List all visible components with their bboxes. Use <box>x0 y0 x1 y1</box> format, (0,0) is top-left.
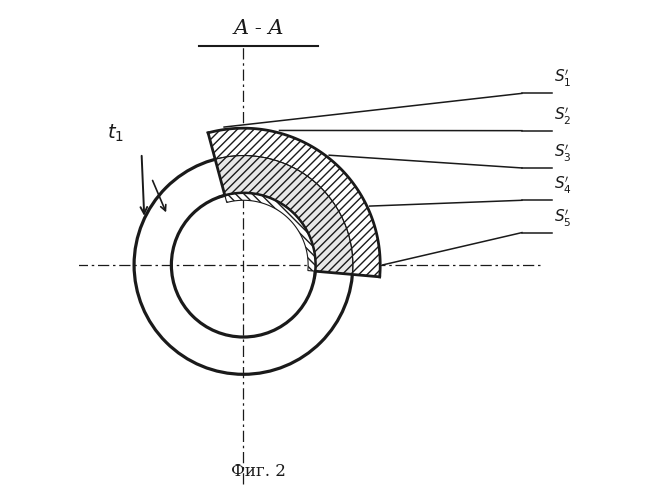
Polygon shape <box>208 128 380 277</box>
Text: Фиг. 2: Фиг. 2 <box>231 462 286 479</box>
Text: $S_4^{\prime}$: $S_4^{\prime}$ <box>554 175 572 197</box>
Polygon shape <box>225 193 316 271</box>
Text: $S_1^{\prime}$: $S_1^{\prime}$ <box>554 68 571 89</box>
Polygon shape <box>215 156 353 274</box>
Text: $S_3^{\prime}$: $S_3^{\prime}$ <box>554 143 572 164</box>
Text: $t_1$: $t_1$ <box>107 122 124 144</box>
Text: A - A: A - A <box>233 19 283 38</box>
Text: $S_2^{\prime}$: $S_2^{\prime}$ <box>554 106 571 126</box>
Text: $S_5^{\prime}$: $S_5^{\prime}$ <box>554 208 571 229</box>
